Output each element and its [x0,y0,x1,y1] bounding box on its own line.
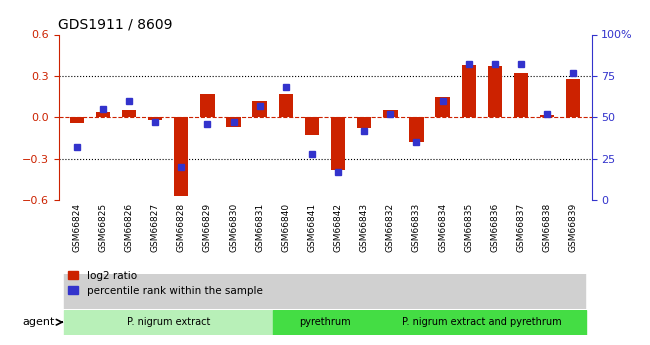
Bar [357,117,371,128]
Legend: log2 ratio, percentile rank within the sample: log2 ratio, percentile rank within the s… [64,267,266,300]
Bar [566,79,580,117]
Bar [194,274,220,309]
Bar [64,274,90,309]
Bar [273,274,299,309]
Bar [351,274,377,309]
Bar [226,117,240,127]
Bar [462,65,476,117]
Bar [148,117,162,120]
Bar [122,110,136,117]
Bar [325,274,351,309]
Bar [116,274,142,309]
Text: GDS1911 / 8609: GDS1911 / 8609 [58,18,173,32]
Bar [64,310,273,335]
Bar [436,97,450,117]
Bar [279,94,293,117]
Bar [482,274,508,309]
Bar [534,274,560,309]
Text: P. nigrum extract and pyrethrum: P. nigrum extract and pyrethrum [402,317,562,327]
Bar [540,115,554,117]
Bar [430,274,456,309]
Text: pyrethrum: pyrethrum [299,317,351,327]
Text: P. nigrum extract: P. nigrum extract [127,317,210,327]
Bar [305,117,319,135]
Bar [560,274,586,309]
Bar [96,112,110,117]
Bar [90,274,116,309]
Bar [331,117,345,170]
Bar [514,73,528,117]
Bar [456,274,482,309]
Bar [273,310,377,335]
Bar [246,274,273,309]
Bar [383,110,398,117]
Bar [299,274,325,309]
Bar [174,117,188,196]
Bar [410,117,424,142]
Bar [142,274,168,309]
Bar [377,274,404,309]
Bar [252,101,267,117]
Bar [404,274,430,309]
Bar [168,274,194,309]
Bar [488,66,502,117]
Bar [200,94,214,117]
Text: agent: agent [23,317,55,327]
Bar [508,274,534,309]
Bar [70,117,84,123]
Bar [220,274,246,309]
Bar [377,310,586,335]
